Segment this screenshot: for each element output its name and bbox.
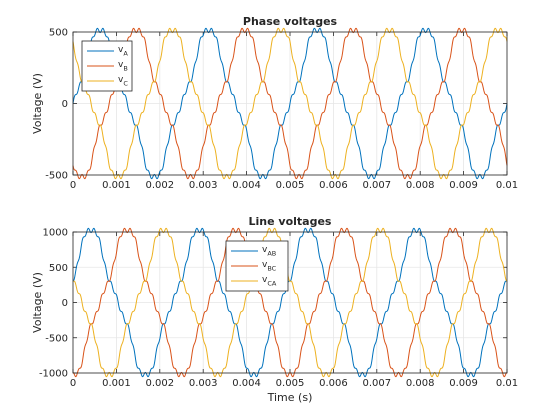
x-tick-label: 0.008 <box>406 180 435 191</box>
chart-title: Line voltages <box>249 215 332 228</box>
x-tick-label: 0.004 <box>232 180 261 191</box>
x-tick-label: 0.001 <box>102 378 131 389</box>
x-tick-label: 0.005 <box>276 180 305 191</box>
x-tick-label: 0.009 <box>449 378 478 389</box>
legend-label-subscript: AB <box>267 250 276 258</box>
x-tick-label: 0 <box>70 378 76 389</box>
x-tick-label: 0 <box>70 180 76 191</box>
x-tick-label: 0.009 <box>449 180 478 191</box>
legend-label-subscript: B <box>123 65 127 73</box>
legend-label-subscript: C <box>123 80 128 88</box>
legend-label-vC: vC <box>118 75 128 88</box>
x-tick-label: 0.003 <box>189 180 218 191</box>
x-tick-label: 0.002 <box>145 378 174 389</box>
x-tick-label: 0.001 <box>102 180 131 191</box>
x-tick-label: 0.003 <box>189 378 218 389</box>
series-line-vC <box>72 27 508 180</box>
legend-label-subscript: A <box>123 50 128 58</box>
x-tick-label: 0.005 <box>276 378 305 389</box>
legend-label-subscript: CA <box>267 280 277 288</box>
y-tick-label: -1000 <box>39 369 68 380</box>
y-tick-label: 500 <box>49 28 68 39</box>
legend-label-vB: vB <box>118 60 128 73</box>
y-tick-label: -500 <box>45 333 68 344</box>
y-axis-label: Voltage (V) <box>31 272 44 333</box>
chart-1: 0 0.001 0.002 0.003 0.004 0.005 0.006 0.007 0.00… <box>31 15 518 191</box>
axes-box <box>72 231 508 374</box>
y-tick-label: 0 <box>62 99 68 110</box>
chart-title: Phase voltages <box>243 15 338 28</box>
y-tick-label: -500 <box>45 171 68 182</box>
y-axis-label: Voltage (V) <box>31 73 44 134</box>
x-tick-label: 0.004 <box>232 378 261 389</box>
axes-box <box>72 31 508 176</box>
chart-2: 0 0.001 0.002 0.003 0.004 0.005 0.006 0.007 0.00… <box>31 215 518 404</box>
y-tick-label: 1000 <box>43 228 68 239</box>
x-tick-label: 0.007 <box>362 378 391 389</box>
y-tick-label: 500 <box>49 263 68 274</box>
x-axis-label: Time (s) <box>267 391 313 404</box>
x-tick-label: 0.007 <box>362 180 391 191</box>
x-tick-label: 0.01 <box>496 180 518 191</box>
y-tick-label: 0 <box>62 298 68 309</box>
legend-label-subscript: BC <box>267 265 276 273</box>
legend: vA vB vC <box>81 40 133 92</box>
x-tick-label: 0.01 <box>496 378 518 389</box>
series-line-vB <box>72 27 508 180</box>
x-tick-label: 0.006 <box>319 378 348 389</box>
series-line-vA <box>72 27 508 180</box>
x-tick-label: 0.008 <box>406 378 435 389</box>
legend-label-vA: vA <box>118 45 128 58</box>
series-line-vCA <box>72 227 508 378</box>
x-tick-label: 0.002 <box>145 180 174 191</box>
x-tick-label: 0.006 <box>319 180 348 191</box>
